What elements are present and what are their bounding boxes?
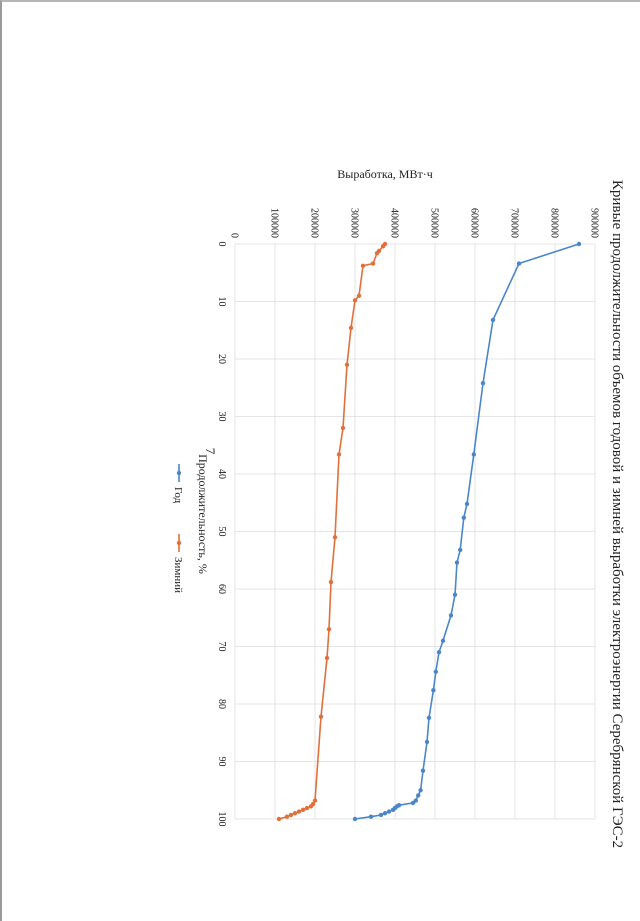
- x-tick-label: 70: [216, 642, 227, 652]
- series-1-point: [276, 816, 282, 822]
- legend-label: Год: [172, 487, 184, 504]
- series-0-point: [420, 768, 426, 773]
- x-tick-label: 60: [216, 584, 227, 594]
- series-1-point: [300, 807, 306, 812]
- series-1-point: [340, 425, 346, 431]
- legend-marker: [176, 470, 182, 476]
- series-0-point: [433, 669, 438, 674]
- series-1-point: [288, 812, 294, 818]
- legend: Год Зимний: [172, 464, 184, 593]
- series-1-point: [370, 261, 376, 266]
- x-tick-label: 20: [216, 354, 227, 364]
- series-0-point: [410, 800, 416, 806]
- series-1-point: [352, 298, 358, 303]
- x-tick-label: 80: [216, 699, 227, 709]
- y-tick-label: 600000: [469, 208, 480, 238]
- series-1-point: [328, 579, 334, 585]
- series-1-point: [344, 362, 350, 367]
- series-0-point: [576, 241, 582, 247]
- y-tick-label: 800000: [549, 208, 560, 238]
- axis-layer: 0 10 20 30 40 50 60 70 80 90 100 0 100000 200000 30000…: [216, 208, 600, 827]
- series-0-point: [390, 807, 396, 812]
- x-axis-title: Продолжительность, %: [196, 454, 210, 574]
- legend-label: Зимний: [172, 557, 184, 593]
- series-layer: [276, 241, 582, 822]
- duration-curve-chart: Кривые продолжительности объемов годовой…: [172, 167, 625, 848]
- series-0-point: [436, 650, 442, 655]
- series-1-point: [296, 809, 302, 814]
- series-1-point: [318, 714, 324, 719]
- series-0-point: [415, 793, 421, 798]
- y-tick-label: 300000: [349, 208, 360, 238]
- series-0-point: [424, 739, 430, 745]
- series-1-point: [324, 655, 330, 661]
- series-0-point: [378, 812, 384, 818]
- y-tick-label: 0: [229, 233, 240, 238]
- y-tick-label: 900000: [589, 208, 600, 238]
- x-tick-label: 100: [216, 812, 227, 827]
- series-0-point: [418, 788, 423, 793]
- series-1-point: [336, 452, 342, 457]
- series-0-point: [452, 592, 458, 597]
- x-tick-label: 10: [216, 297, 227, 307]
- series-0-point: [471, 452, 476, 457]
- grid-layer: [234, 243, 596, 820]
- y-tick-label: 400000: [389, 208, 400, 238]
- series-1-point: [380, 244, 386, 249]
- series-0-point: [448, 613, 454, 618]
- series-0-point: [440, 638, 446, 643]
- series-1-point: [332, 535, 338, 540]
- series-0-point: [426, 715, 432, 720]
- x-tick-label: 50: [216, 527, 227, 537]
- series-0-point: [368, 814, 374, 819]
- series-1-point: [374, 251, 380, 256]
- series-0-point: [516, 261, 522, 266]
- series-0-point: [457, 547, 463, 553]
- series-0-point: [490, 317, 496, 323]
- x-tick-label: 30: [216, 412, 227, 422]
- series-1-point: [312, 798, 318, 803]
- series-1-point: [348, 325, 354, 331]
- series-0-point: [461, 515, 466, 520]
- series-1-point: [308, 804, 314, 809]
- y-tick-label: 200000: [309, 208, 320, 238]
- series-1-point: [326, 627, 332, 632]
- series-0-point: [464, 501, 470, 507]
- y-tick-label: 700000: [509, 208, 520, 238]
- series-1-point: [360, 263, 366, 269]
- chart-container: Кривые продолжительности объемов годовой…: [157, 164, 637, 864]
- series-0-point: [352, 816, 358, 822]
- series-0-point: [382, 811, 388, 816]
- y-tick-label: 500000: [429, 208, 440, 238]
- x-tick-label: 90: [216, 757, 227, 767]
- series-1-point: [284, 814, 290, 819]
- legend-marker: [176, 540, 182, 546]
- y-tick-label: 100000: [269, 208, 280, 238]
- series-0-point: [386, 809, 392, 814]
- chart-title: Кривые продолжительности объемов годовой…: [609, 180, 625, 848]
- y-axis-title: Выработка, МВт·ч: [337, 167, 433, 181]
- series-1-point: [292, 811, 298, 816]
- series-0-point: [480, 380, 486, 386]
- x-tick-label: 0: [216, 242, 227, 247]
- series-1-point: [356, 293, 362, 298]
- series-1-point: [304, 805, 310, 811]
- series-0-point: [431, 688, 436, 693]
- x-tick-label: 40: [216, 469, 227, 479]
- series-0-point: [454, 560, 460, 565]
